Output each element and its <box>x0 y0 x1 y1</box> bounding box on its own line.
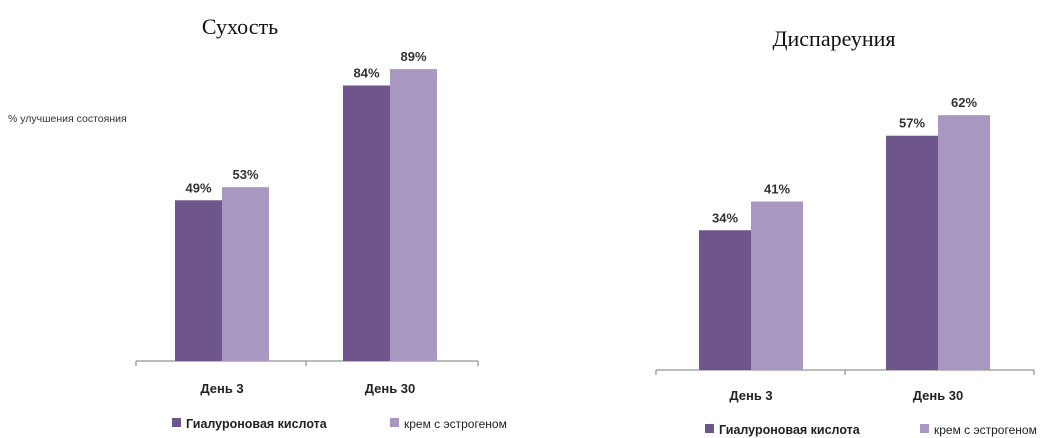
chart-1: Сухость % улучшения состояния 49% 53% День 3… <box>8 14 507 431</box>
bar-series2-2 <box>938 115 990 371</box>
data-label: 57% <box>899 116 925 131</box>
bar-series2-1 <box>751 201 803 370</box>
chart-title: Сухость <box>202 14 278 39</box>
data-label: 34% <box>712 210 738 225</box>
data-label: 62% <box>951 95 977 110</box>
x-tick-label: День 30 <box>913 388 964 403</box>
legend-swatch-1 <box>172 418 181 427</box>
data-label: 53% <box>232 167 258 182</box>
legend-label-1: Гиалуроновая кислота <box>719 423 861 437</box>
x-tick-label: День 30 <box>365 381 416 396</box>
chart-2: Диспареуния 34% 41% День 3 57% 62% День 30 Гиал… <box>655 26 1037 437</box>
bar-series2-1 <box>222 187 269 361</box>
bar-series1-2 <box>343 85 390 361</box>
legend: Гиалуроновая кислота крем с эстрогеном <box>172 417 507 431</box>
bar-series1-1 <box>699 230 751 370</box>
x-tick-label: День 3 <box>200 381 243 396</box>
legend-swatch-1 <box>705 424 714 433</box>
legend-label-2: крем с эстрогеном <box>934 423 1037 437</box>
legend-swatch-2 <box>920 424 929 433</box>
bar-series2-2 <box>390 69 437 361</box>
data-label: 84% <box>353 65 379 80</box>
legend-swatch-2 <box>390 418 399 427</box>
bar-series1-2 <box>886 135 938 370</box>
legend-label-2: крем с эстрогеном <box>404 417 507 431</box>
data-label: 49% <box>185 180 211 195</box>
legend: Гиалуроновая кислота крем с эстрогеном <box>705 423 1037 437</box>
data-label: 41% <box>764 181 790 196</box>
x-tick-label: День 3 <box>729 388 772 403</box>
y-axis-label: % улучшения состояния <box>8 113 127 125</box>
legend-label-1: Гиалуроновая кислота <box>186 417 328 431</box>
bar-series1-1 <box>175 200 222 361</box>
chart-title: Диспареуния <box>773 26 896 51</box>
data-label: 89% <box>400 49 426 64</box>
